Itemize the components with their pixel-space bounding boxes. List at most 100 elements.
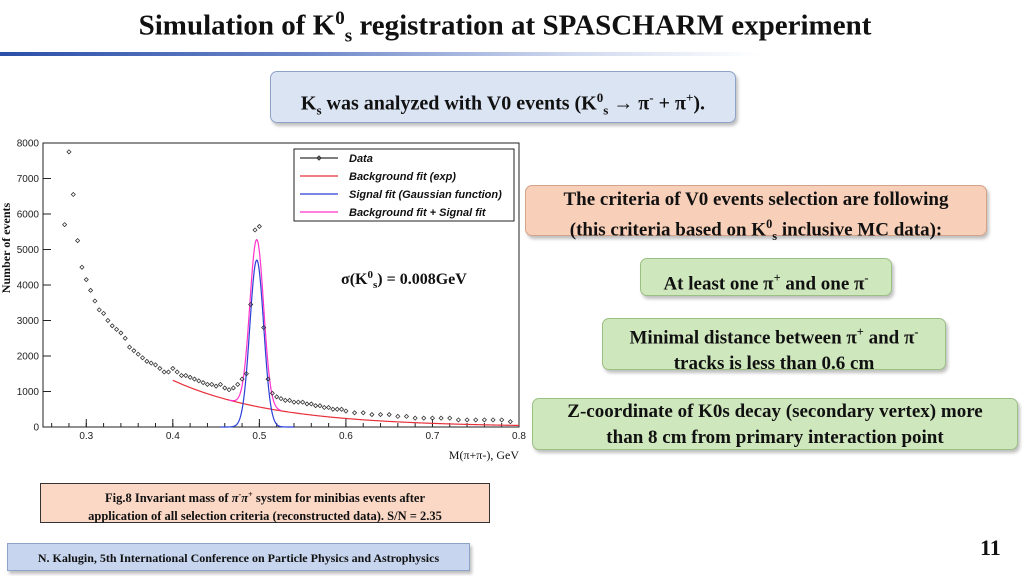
data-point xyxy=(300,399,306,405)
data-point xyxy=(473,417,479,423)
footer-credit: N. Kalugin, 5th International Conference… xyxy=(7,543,470,571)
y-tick-label: 2000 xyxy=(17,352,40,363)
data-point xyxy=(152,362,159,368)
data-point xyxy=(239,376,245,382)
data-point xyxy=(83,277,89,283)
data-point xyxy=(178,372,185,379)
x-axis-label: M(π+π-), GeV xyxy=(449,448,520,462)
data-point xyxy=(256,223,262,229)
data-point xyxy=(269,390,275,396)
data-point xyxy=(213,383,219,389)
data-point xyxy=(326,404,332,411)
invariant-mass-chart: Number of events M(π+π-), GeV 0 1000 2000 3… xyxy=(0,139,526,463)
data-point xyxy=(278,396,284,402)
data-point xyxy=(191,376,198,382)
data-point xyxy=(183,372,189,379)
data-point xyxy=(421,415,427,421)
data-point xyxy=(481,417,487,423)
data-point xyxy=(131,348,137,354)
data-point xyxy=(157,365,163,371)
data-point xyxy=(295,399,301,405)
data-point xyxy=(490,417,496,423)
data-point xyxy=(170,365,176,371)
data-point xyxy=(274,394,280,400)
data-point xyxy=(96,307,102,313)
legend-label: Signal fit (Gaussian function) xyxy=(349,189,502,201)
data-point xyxy=(243,371,249,377)
data-point xyxy=(148,360,154,366)
slide-title: Simulation of K0s registration at SPASCH… xyxy=(138,8,872,47)
y-tick-label: 1000 xyxy=(17,387,40,398)
data-point xyxy=(118,330,124,336)
data-point xyxy=(101,310,107,316)
data-point xyxy=(287,397,293,403)
y-tick-label: 6000 xyxy=(17,210,40,221)
x-tick-label: 0.5 xyxy=(252,431,266,442)
data-point xyxy=(109,323,115,329)
data-point xyxy=(204,381,211,387)
data-point xyxy=(369,412,375,418)
data-point xyxy=(330,406,336,412)
figure-caption: Fig.8 Invariant mass of π-π+ system for … xyxy=(40,483,490,523)
data-point xyxy=(304,401,310,407)
y-tick-label: 4000 xyxy=(17,281,40,292)
data-point xyxy=(79,264,85,270)
data-point xyxy=(395,413,401,419)
data-point xyxy=(339,406,345,412)
data-point xyxy=(351,410,358,416)
criteria-header-box: The criteria of V0 events selection are … xyxy=(525,185,987,243)
total-fit-curve xyxy=(228,239,282,412)
data-point xyxy=(265,376,271,382)
signal-fit-curve xyxy=(220,259,294,428)
data-point xyxy=(161,369,167,375)
data-point xyxy=(174,369,180,375)
data-point xyxy=(196,378,202,384)
page-number: 11 xyxy=(980,535,1001,560)
y-tick-label: 7000 xyxy=(17,174,40,185)
data-point xyxy=(144,358,150,364)
x-tick-label: 0.7 xyxy=(426,431,440,442)
data-point xyxy=(200,380,206,386)
data-point xyxy=(226,387,232,393)
x-tick-label: 0.8 xyxy=(512,431,526,442)
y-tick-label: 5000 xyxy=(17,245,40,256)
data-point xyxy=(62,222,68,228)
data-point xyxy=(334,406,340,412)
legend-label: Background fit + Signal fit xyxy=(349,207,487,219)
data-point xyxy=(105,317,111,324)
x-tick-label: 0.4 xyxy=(166,431,180,442)
data-point xyxy=(187,374,193,380)
data-point xyxy=(403,413,410,419)
data-point xyxy=(113,326,120,332)
legend-box xyxy=(293,148,515,222)
legend-marker xyxy=(316,155,322,161)
data-point xyxy=(209,381,215,387)
data-point xyxy=(261,325,267,331)
data-point xyxy=(447,415,453,421)
data-point xyxy=(165,369,172,375)
title-underline xyxy=(0,52,760,56)
data-point xyxy=(455,417,461,423)
data-point xyxy=(412,415,418,421)
y-tick-label: 0 xyxy=(33,423,39,434)
data-point xyxy=(313,403,319,409)
intro-box: Ks was analyzed with V0 events (K0s → π-… xyxy=(270,71,736,123)
data-point xyxy=(122,335,128,341)
data-point xyxy=(429,415,436,421)
x-tick-label: 0.3 xyxy=(79,431,93,442)
data-point xyxy=(360,410,366,416)
data-point xyxy=(343,408,349,414)
x-tick-label: 0.6 xyxy=(339,431,353,442)
y-tick-label: 3000 xyxy=(17,316,40,327)
data-point xyxy=(291,399,297,405)
data-point xyxy=(317,403,323,409)
data-point xyxy=(235,381,241,387)
legend-label: Data xyxy=(349,153,373,165)
data-point xyxy=(507,419,513,425)
data-point xyxy=(252,227,258,233)
data-point xyxy=(308,401,314,407)
data-point xyxy=(321,404,327,411)
data-point xyxy=(126,344,133,350)
data-point xyxy=(438,415,444,421)
data-point xyxy=(499,417,505,423)
